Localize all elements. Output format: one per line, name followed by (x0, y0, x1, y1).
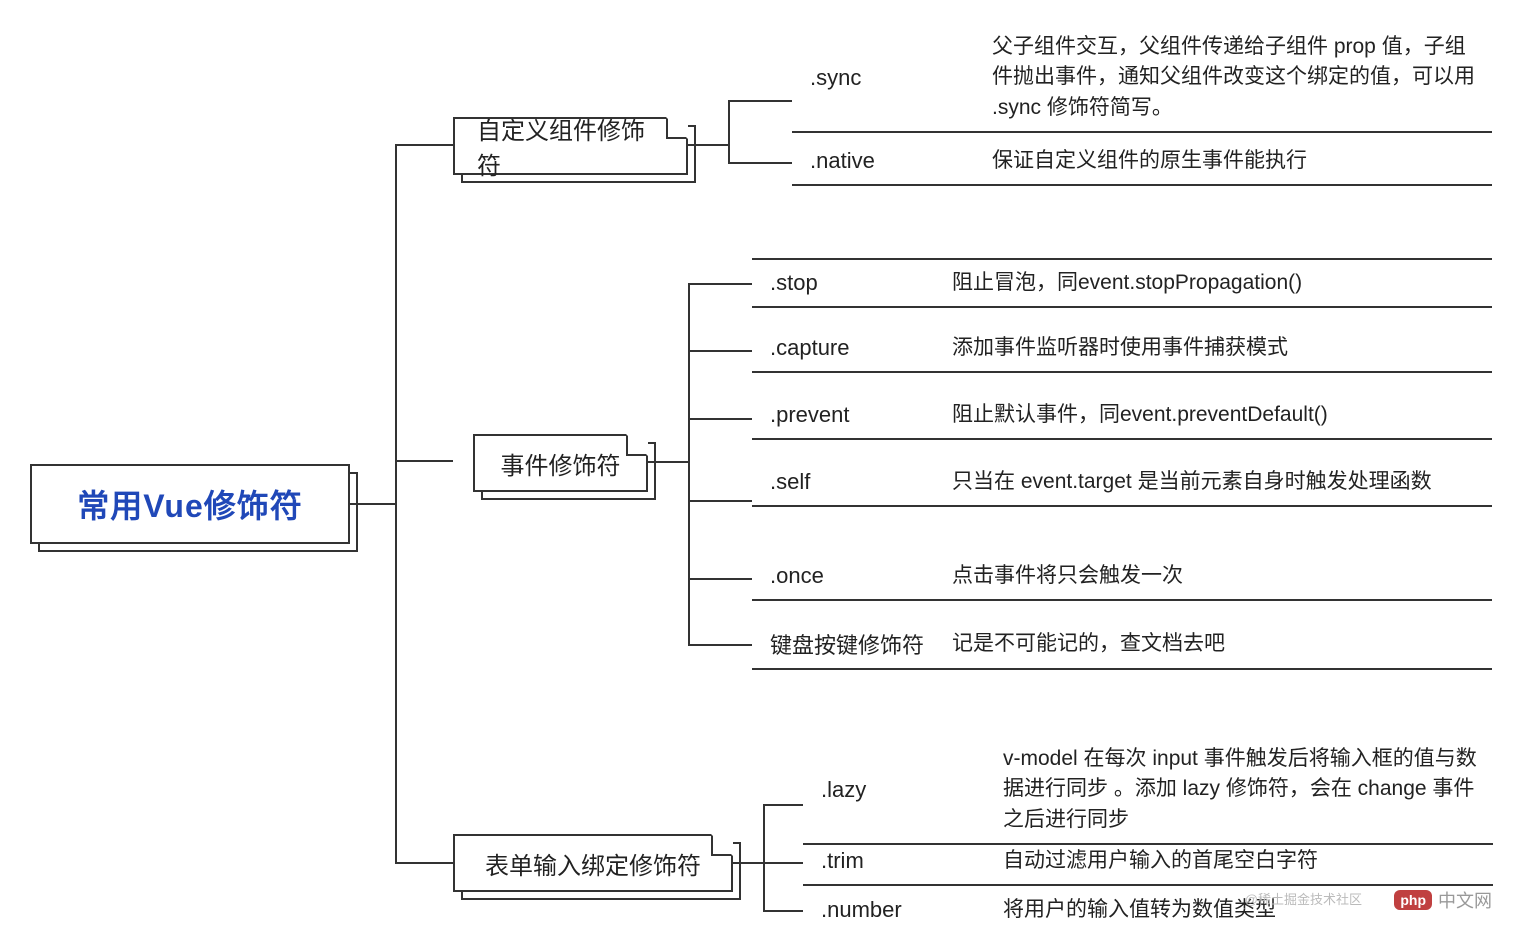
root-node: 常用Vue修饰符 (30, 464, 350, 544)
leaf-desc: 记是不可能记的，查文档去吧 (952, 621, 1492, 667)
conn (763, 862, 803, 864)
leaf-capture: .capture 添加事件监听器时使用事件捕获模式 (752, 325, 1492, 373)
conn (728, 100, 792, 102)
leaf-lazy: .lazy v-model 在每次 input 事件触发后将输入框的值与数据进行… (803, 736, 1493, 845)
leaf-key: .self (752, 461, 952, 503)
conn (688, 644, 752, 646)
conn (688, 418, 752, 420)
watermark-text: 中文网 (1438, 887, 1492, 913)
conn (395, 144, 453, 146)
leaf-desc: v-model 在每次 input 事件触发后将输入框的值与数据进行同步 。添加… (1003, 736, 1493, 843)
leaf-desc: 阻止默认事件，同event.preventDefault() (952, 392, 1492, 438)
conn (728, 162, 792, 164)
leaf-desc: 阻止冒泡，同event.stopPropagation() (952, 260, 1492, 306)
leaf-keyboard: 键盘按键修饰符 记是不可能记的，查文档去吧 (752, 620, 1492, 670)
leaf-desc: 只当在 event.target 是当前元素自身时触发处理函数 (952, 459, 1492, 505)
conn (688, 350, 752, 352)
conn (688, 578, 752, 580)
conn (350, 503, 395, 505)
cat3-title: 表单输入绑定修饰符 (485, 846, 701, 881)
leaf-trim: .trim 自动过滤用户输入的首尾空白字符 (803, 838, 1493, 886)
leaf-desc: 自动过滤用户输入的首尾空白字符 (1003, 838, 1493, 884)
leaf-key: 键盘按键修饰符 (752, 620, 952, 668)
conn (763, 804, 803, 806)
conn (648, 461, 688, 463)
corner-fold-icon (626, 434, 648, 456)
cat1-node: 自定义组件修饰符 (453, 117, 688, 175)
root-title: 常用Vue修饰符 (77, 481, 303, 527)
conn (688, 144, 728, 146)
leaf-sync: .sync 父子组件交互，父组件传递给子组件 prop 值，子组件抛出事件，通知… (792, 24, 1492, 133)
leaf-desc: 保证自定义组件的原生事件能执行 (992, 138, 1492, 184)
leaf-key: .once (752, 555, 952, 597)
leaf-key: .prevent (752, 394, 952, 436)
leaf-key: .capture (752, 327, 952, 369)
conn (728, 100, 730, 164)
leaf-desc: 点击事件将只会触发一次 (952, 553, 1492, 599)
conn (395, 144, 397, 864)
leaf-key: .native (792, 140, 992, 182)
cat2-node: 事件修饰符 (473, 434, 648, 492)
conn (733, 862, 763, 864)
cat3-node: 表单输入绑定修饰符 (453, 834, 733, 892)
leaf-native: .native 保证自定义组件的原生事件能执行 (792, 138, 1492, 186)
leaf-desc: 父子组件交互，父组件传递给子组件 prop 值，子组件抛出事件，通知父组件改变这… (992, 24, 1492, 131)
conn (763, 804, 765, 912)
cat1-title: 自定义组件修饰符 (477, 111, 664, 181)
conn (395, 862, 453, 864)
leaf-prevent: .prevent 阻止默认事件，同event.preventDefault() (752, 392, 1492, 440)
leaf-key: .number (803, 889, 1003, 931)
corner-fold-icon (666, 117, 688, 139)
leaf-key: .lazy (803, 769, 1003, 811)
cat2-title: 事件修饰符 (501, 446, 621, 481)
leaf-number: .number 将用户的输入值转为数值类型 (803, 887, 1493, 933)
conn (763, 910, 803, 912)
leaf-key: .trim (803, 840, 1003, 882)
watermark: php 中文网 (1394, 887, 1492, 913)
conn (688, 500, 752, 502)
conn (688, 283, 690, 645)
conn (395, 460, 453, 462)
conn (688, 283, 752, 285)
leaf-stop: .stop 阻止冒泡，同event.stopPropagation() (752, 258, 1492, 308)
leaf-key: .sync (792, 57, 992, 99)
leaf-once: .once 点击事件将只会触发一次 (752, 553, 1492, 601)
leaf-desc: 添加事件监听器时使用事件捕获模式 (952, 325, 1492, 371)
leaf-key: .stop (752, 262, 952, 304)
php-badge: php (1394, 890, 1432, 910)
leaf-self: .self 只当在 event.target 是当前元素自身时触发处理函数 (752, 459, 1492, 507)
attribution-text: @稀土掘金技术社区 (1245, 889, 1362, 908)
corner-fold-icon (711, 834, 733, 856)
